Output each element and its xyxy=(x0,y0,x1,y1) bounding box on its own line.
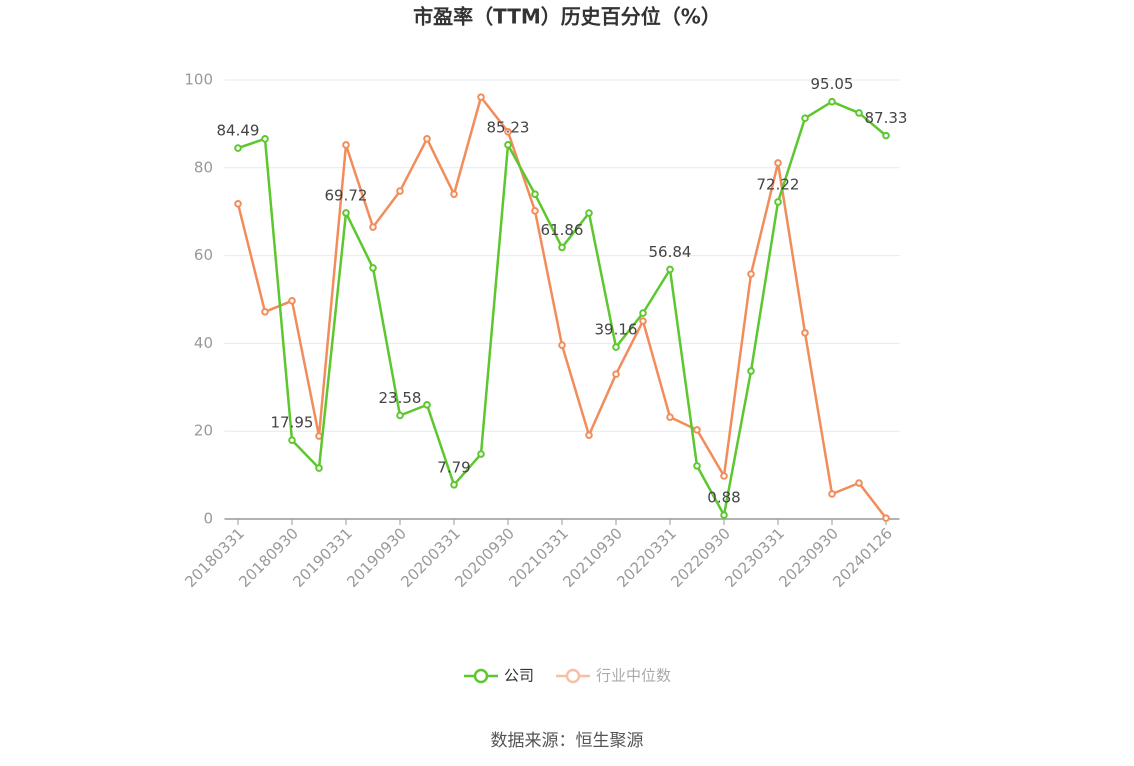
data-point xyxy=(558,341,566,349)
data-point xyxy=(531,190,539,198)
data-point xyxy=(882,514,890,522)
data-point xyxy=(855,479,863,487)
legend-marker xyxy=(565,668,581,684)
data-point xyxy=(801,114,809,122)
y-tick-label: 20 xyxy=(194,422,213,440)
source-note: 数据来源：恒生聚源 xyxy=(491,731,644,751)
chart-title: 市盈率（TTM）历史百分位（%） xyxy=(413,5,721,29)
data-point xyxy=(882,131,890,140)
data-point xyxy=(828,97,836,106)
data-point xyxy=(261,135,269,143)
legend-item: 行业中位数 xyxy=(556,667,671,685)
legend-label: 行业中位数 xyxy=(596,667,671,685)
data-point xyxy=(261,307,269,316)
data-point xyxy=(423,135,431,143)
data-label: 69.72 xyxy=(325,186,368,204)
data-point xyxy=(639,317,647,325)
y-tick-label: 60 xyxy=(194,246,213,264)
data-point xyxy=(423,401,431,409)
data-point xyxy=(801,329,809,337)
data-point xyxy=(288,297,296,305)
data-label: 87.33 xyxy=(865,109,908,127)
data-point xyxy=(855,109,863,117)
data-point xyxy=(774,159,782,167)
data-point xyxy=(342,141,350,149)
data-point xyxy=(234,199,242,208)
data-point xyxy=(315,464,323,472)
data-point xyxy=(288,436,296,444)
data-point xyxy=(396,187,404,195)
data-point xyxy=(477,93,485,101)
y-tick-label: 0 xyxy=(203,510,213,528)
data-point xyxy=(612,370,620,378)
data-point xyxy=(450,190,458,198)
data-point xyxy=(369,223,377,231)
data-point xyxy=(450,481,458,489)
data-point xyxy=(666,413,674,421)
data-point xyxy=(531,207,539,215)
data-point xyxy=(693,426,701,434)
y-tick-label: 80 xyxy=(194,158,213,176)
data-point xyxy=(477,450,485,458)
data-point xyxy=(693,462,701,470)
x-tick-label: 20240126 xyxy=(829,524,896,591)
data-label: 61.86 xyxy=(541,221,584,239)
data-point xyxy=(720,472,728,480)
y-tick-label: 100 xyxy=(184,71,213,89)
data-label: 85.23 xyxy=(487,118,530,136)
data-label: 39.16 xyxy=(595,321,638,339)
data-label: 56.84 xyxy=(649,243,692,261)
data-point xyxy=(774,198,782,206)
data-point xyxy=(504,141,512,149)
data-label: 95.05 xyxy=(811,75,854,93)
data-point xyxy=(558,243,566,252)
data-point xyxy=(612,343,620,351)
data-label: 72.22 xyxy=(757,175,800,193)
legend-item: 公司 xyxy=(464,667,534,685)
legend-label: 公司 xyxy=(504,667,534,685)
data-label: 84.49 xyxy=(217,122,260,140)
legend-marker xyxy=(473,668,489,684)
data-label: 7.79 xyxy=(437,458,470,476)
series-line xyxy=(237,100,887,517)
data-point xyxy=(720,511,728,519)
data-point xyxy=(342,209,350,217)
data-point xyxy=(639,309,647,317)
data-point xyxy=(828,490,836,498)
data-point xyxy=(666,265,674,274)
data-label: 0.88 xyxy=(707,489,740,507)
data-point xyxy=(234,144,242,152)
data-point xyxy=(585,209,593,217)
y-tick-label: 40 xyxy=(194,334,213,352)
data-point xyxy=(504,128,512,136)
data-point xyxy=(396,411,404,420)
data-point xyxy=(747,270,755,278)
data-point xyxy=(747,367,755,375)
data-label: 17.95 xyxy=(271,414,314,432)
data-point xyxy=(369,264,377,272)
data-label: 23.58 xyxy=(379,389,422,407)
data-point xyxy=(585,431,593,439)
